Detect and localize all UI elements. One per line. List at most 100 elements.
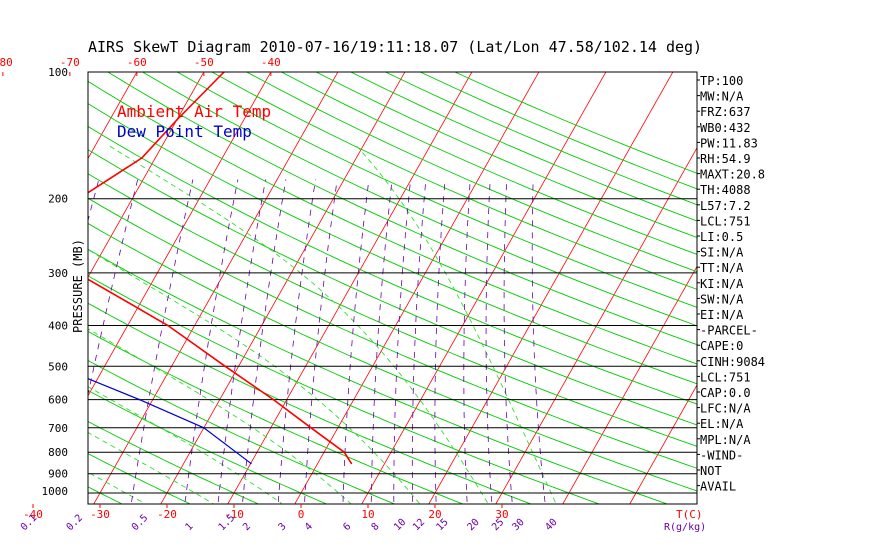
index-item: MW:N/A (700, 90, 744, 104)
pressure-tick-label: 300 (48, 267, 68, 280)
moist-adiabat-line (88, 249, 421, 504)
temp-axis-label: T(C) (676, 508, 703, 521)
pressure-tick-label: 100 (48, 66, 68, 79)
mixing-ratio-tick-label: 2 (241, 521, 253, 533)
dry-adiabat-line (280, 72, 697, 255)
dry-adiabat-line (88, 248, 669, 504)
mixing-ratio-line (304, 179, 338, 502)
ambient-temp-point (272, 398, 275, 401)
dry-adiabat-line (210, 72, 697, 290)
mixing-ratio-line (242, 179, 287, 502)
isotherm-line (294, 72, 540, 504)
mixing-ratio-line (88, 179, 139, 397)
dry-adiabat-line (88, 125, 697, 405)
mixing-ratio-line (531, 179, 546, 502)
isotherm-line (88, 72, 272, 397)
bottom-temp-tick-label: -40 (23, 508, 43, 521)
index-item: WB0:432 (700, 121, 751, 135)
isotherm-line (93, 72, 339, 504)
index-item: CINH:9084 (700, 355, 765, 369)
bottom-temp-tick-label: -20 (157, 508, 177, 521)
mixing-ratio-tick-label: 6 (341, 521, 353, 533)
dry-adiabat-line (88, 173, 697, 447)
mixing-ratio-tick-label: 1 (183, 521, 195, 533)
ambient-temp-point (175, 119, 178, 121)
dry-adiabat-line (88, 197, 697, 469)
index-item: SW:N/A (700, 292, 744, 306)
isotherm-line (160, 72, 406, 504)
moist-adiabat-line (88, 432, 215, 504)
mixing-ratio-line (485, 179, 493, 502)
index-item: CAPE:0 (700, 339, 743, 353)
ambient-temp-point (18, 239, 20, 241)
index-item: LFC:N/A (700, 402, 751, 416)
mixing-ratio-tick-label: 0.2 (65, 513, 86, 534)
moist-adiabat-line (109, 145, 489, 504)
index-item: CAP:0.0 (700, 386, 751, 400)
mixing-ratio-line (217, 179, 266, 502)
mixing-ratio-line (463, 179, 471, 502)
index-item: RH:54.9 (700, 152, 751, 166)
isotherm-line (227, 72, 473, 504)
mixing-ratio-tick-label: 30 (510, 517, 526, 533)
index-item: KI:N/A (700, 277, 744, 291)
pressure-tick-label: 1000 (42, 485, 69, 498)
mixing-ratio-line (434, 179, 446, 502)
index-item: AVAIL (700, 480, 736, 494)
index-item: TT:N/A (700, 261, 744, 275)
mixing-ratio-tick-label: 0.5 (130, 513, 151, 534)
dry-adiabat-line (419, 72, 697, 190)
mixing-ratio-line (277, 179, 316, 502)
moist-adiabat-line (356, 145, 557, 504)
index-item: FRZ:637 (700, 105, 751, 119)
index-item: MAXT:20.8 (700, 168, 765, 182)
moist-adiabat-line (88, 386, 283, 504)
dry-adiabat-line (384, 72, 697, 206)
index-item: TH:4088 (700, 183, 751, 197)
mixing-ratio-tick-label: 20 (465, 517, 481, 533)
mixing-ratio-line (342, 179, 370, 502)
bottom-temp-tick-label: 20 (428, 508, 441, 521)
index-item: SI:N/A (700, 246, 744, 260)
ambient-temp-point (78, 198, 80, 200)
pressure-tick-label: 600 (48, 394, 68, 407)
dry-adiabat-line (88, 80, 697, 365)
isotherm-line (629, 384, 697, 504)
dry-adiabat-line (88, 420, 260, 504)
mixing-ratio-tick-label: 12 (411, 517, 427, 533)
ambient-temp-point (310, 426, 312, 429)
index-item: MPL:N/A (700, 433, 751, 447)
mixing-ratio-line (184, 179, 239, 502)
legend-entry-ambient: Ambient Air Temp (117, 102, 271, 121)
dry-adiabat-line (88, 453, 192, 504)
dry-adiabat-line (88, 275, 601, 504)
isotherm-line (88, 72, 138, 160)
dry-adiabat-line (106, 72, 697, 346)
dew-point-point (138, 398, 141, 401)
grid-lines (0, 31, 697, 510)
index-item: LI:0.5 (700, 230, 743, 244)
mixing-ratio-tick-label: 10 (392, 517, 408, 533)
bottom-temp-tick-label: 0 (298, 508, 305, 521)
legend-entry-dewpoint: Dew Point Temp (117, 122, 252, 141)
index-item: LCL:751 (700, 370, 751, 384)
mixing-ratio-line (131, 179, 194, 502)
pressure-tick-label: 700 (48, 422, 68, 435)
ambient-temp-point (167, 324, 169, 327)
top-temp-tick-label: -50 (194, 56, 214, 69)
dry-adiabat-line (245, 72, 697, 273)
dry-adiabat-line (88, 222, 697, 492)
dry-adiabat-line (88, 330, 464, 504)
chart-title: AIRS SkewT Diagram 2010-07-16/19:11:18.0… (88, 38, 702, 56)
index-item: EI:N/A (700, 308, 744, 322)
isotherm-line (0, 31, 26, 510)
dew-point-line (88, 378, 252, 464)
mixing-ratio-tick-label: 40 (543, 517, 559, 533)
index-item: PW:11.83 (700, 136, 758, 150)
pressure-tick-label: 800 (48, 446, 68, 459)
ambient-temp-point (343, 451, 346, 454)
mixing-ratio-line (370, 179, 393, 502)
moist-adiabat-line (88, 328, 352, 504)
